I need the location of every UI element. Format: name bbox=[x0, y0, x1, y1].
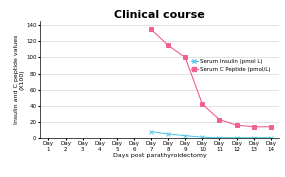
Legend: Serum Insulin (pmol L), Serum C Peptide (pmol/L): Serum Insulin (pmol L), Serum C Peptide … bbox=[191, 59, 270, 72]
X-axis label: Days post parathyroidectomy: Days post parathyroidectomy bbox=[113, 153, 206, 158]
Title: Clinical course: Clinical course bbox=[114, 10, 205, 21]
Y-axis label: Insulin and C peptide values
(X100): Insulin and C peptide values (X100) bbox=[14, 35, 25, 124]
